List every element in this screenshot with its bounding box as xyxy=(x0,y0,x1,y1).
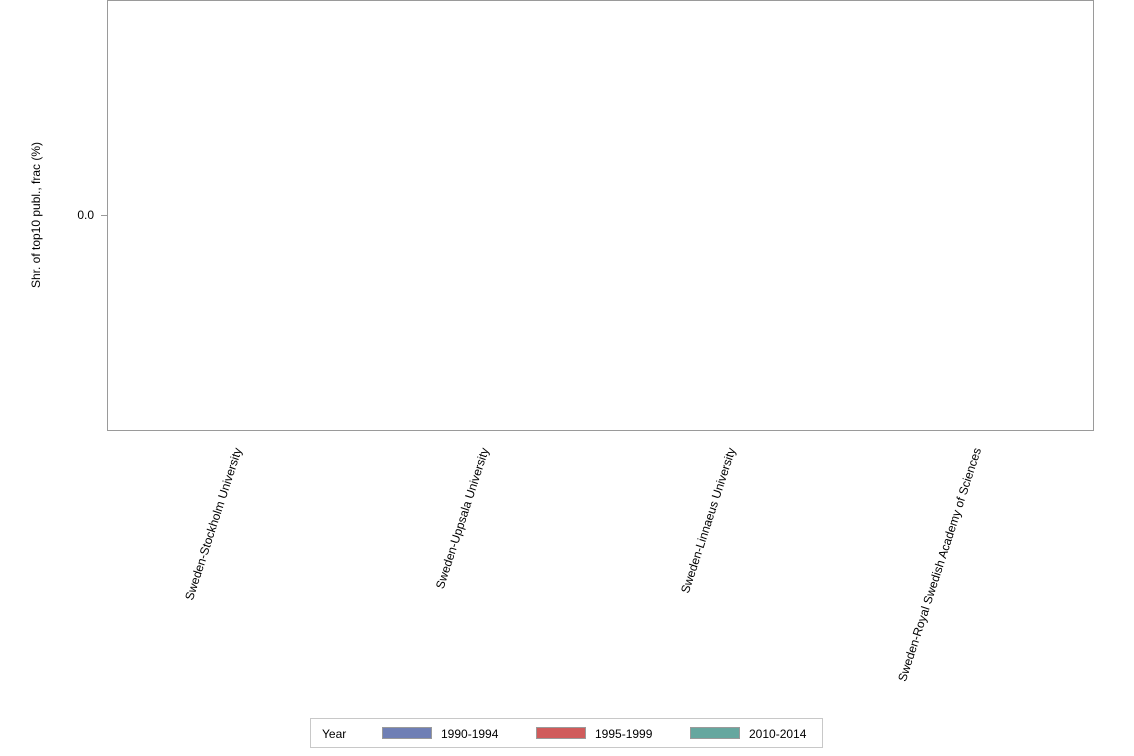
x-category-label: Sweden-Stockholm University xyxy=(181,446,245,602)
legend: Year 1990-1994 1995-1999 2010-2014 xyxy=(310,718,823,748)
y-tick-mark xyxy=(101,215,107,216)
y-axis-label: Shr. of top10 publ., frac (%) xyxy=(29,141,43,289)
legend-label: 1995-1999 xyxy=(595,727,653,741)
legend-label: 2010-2014 xyxy=(749,727,807,741)
legend-title: Year xyxy=(322,727,347,741)
y-tick-label: 0.0 xyxy=(77,208,94,222)
legend-swatch-2010-2014 xyxy=(690,727,740,739)
x-category-label: Sweden-Uppsala University xyxy=(432,446,492,591)
legend-swatch-1995-1999 xyxy=(536,727,586,739)
x-category-label: Sweden-Linnaeus University xyxy=(678,446,739,595)
x-category-label: Sweden-Royal Swedish Academy of Sciences xyxy=(895,446,985,684)
legend-label: 1990-1994 xyxy=(441,727,499,741)
plot-area xyxy=(107,0,1094,431)
legend-swatch-1990-1994 xyxy=(382,727,432,739)
